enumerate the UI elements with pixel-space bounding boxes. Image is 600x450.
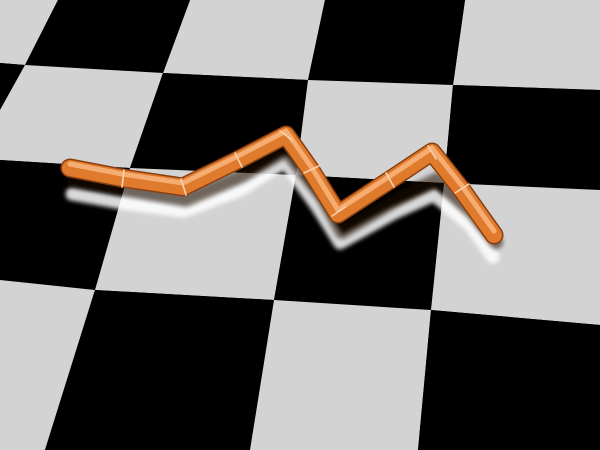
- robot-joint: [279, 130, 293, 141]
- floor-tile-dark: [444, 85, 600, 190]
- floor-tile-light: [0, 0, 58, 65]
- robot-joint: [331, 206, 346, 217]
- floor-tile-dark: [0, 63, 25, 110]
- robot-joint: [385, 172, 395, 188]
- floor-tile-light: [0, 280, 95, 450]
- robot-joint: [427, 145, 437, 160]
- robot-reflection: [65, 155, 500, 264]
- floor-tile-light: [163, 0, 325, 80]
- robot-joints: [121, 130, 470, 217]
- reflection-body: [65, 155, 500, 264]
- floor-tile-dark: [308, 0, 465, 85]
- floor-tile-light: [250, 300, 431, 450]
- floor-tile-dark: [25, 0, 190, 73]
- robot-joint: [121, 169, 125, 188]
- robot-joint: [180, 178, 187, 196]
- robot-joint: [234, 152, 243, 168]
- floor-tile-dark: [45, 290, 274, 450]
- floor-tile-light: [453, 0, 600, 90]
- snake-robot: [60, 125, 504, 245]
- robot-joint: [454, 183, 470, 194]
- robot-body-highlight: [67, 128, 497, 234]
- robot-joint: [303, 165, 320, 174]
- floor-tile-dark: [418, 310, 600, 450]
- floor-tile-light: [0, 65, 163, 168]
